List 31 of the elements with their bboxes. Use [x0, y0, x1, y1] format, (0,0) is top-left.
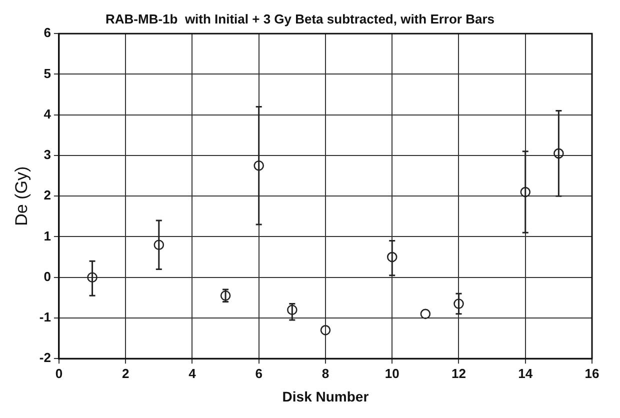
y-tick-label: 5 — [44, 66, 51, 81]
x-tick-label: 12 — [452, 366, 466, 381]
point — [420, 308, 431, 320]
point — [87, 272, 98, 282]
point — [386, 252, 398, 262]
point — [254, 160, 264, 171]
y-tick-label: 1 — [44, 228, 51, 244]
y-tick-label: -2 — [39, 350, 51, 366]
point — [520, 186, 531, 198]
x-tick-label: 14 — [518, 366, 534, 381]
x-tick-label: 8 — [322, 366, 330, 381]
y-tick-label: 2 — [44, 188, 51, 203]
point — [287, 304, 298, 315]
y-tick-label: 4 — [44, 106, 52, 122]
x-tick-label: 16 — [584, 366, 600, 381]
y-tick-label: 0 — [44, 268, 51, 284]
x-tick-label: 2 — [122, 366, 130, 381]
y-tick-label: 6 — [44, 25, 51, 40]
y-axis-title: De (Gy) — [12, 166, 31, 226]
x-tick-label: 6 — [255, 366, 262, 381]
point — [320, 325, 331, 336]
x-tick-label: 0 — [55, 366, 63, 381]
point — [154, 240, 164, 250]
x-tick-label: 10 — [384, 366, 400, 381]
y-tick-label: -1 — [39, 310, 51, 325]
x-axis-title: Disk Number — [282, 388, 370, 404]
x-tick-label: 4 — [188, 366, 197, 381]
y-tick-label: 3 — [44, 147, 51, 162]
chart-title: RAB-MB-1b with Initial + 3 Gy Beta subtracted, with Error Bars — [106, 11, 494, 26]
point — [454, 298, 464, 309]
point — [554, 148, 564, 159]
